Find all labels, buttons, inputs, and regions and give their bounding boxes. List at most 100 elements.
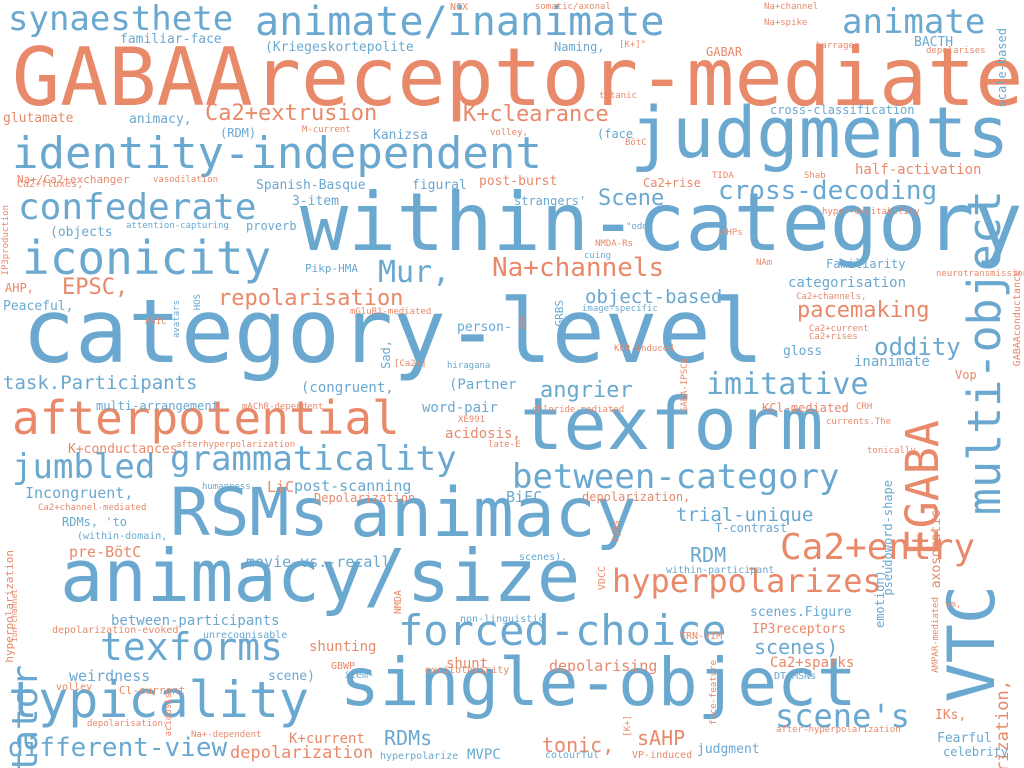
word-different-view: different-view bbox=[8, 733, 228, 763]
word-non-linguistic: non-linguistic bbox=[460, 614, 545, 625]
word-grbs: GRBS bbox=[553, 300, 566, 327]
word-tida: TIDA bbox=[712, 171, 734, 181]
word-depolarising: depolarising bbox=[549, 657, 658, 675]
word-vasodilation: vasodilation bbox=[153, 175, 219, 185]
word-nmda-rs: NMDA-Rs bbox=[595, 239, 633, 249]
word-rdm: (RDM) bbox=[220, 126, 257, 140]
word-volley: volley bbox=[56, 682, 93, 693]
word-sahp: sAHP bbox=[637, 726, 686, 750]
word-ca2-current: Ca2+current bbox=[809, 324, 869, 334]
word-multi-arrangement: multi-arrangement bbox=[96, 399, 219, 413]
word-kanizsa: Kanizsa bbox=[373, 128, 428, 143]
word-strangers: strangers' bbox=[514, 194, 587, 208]
word-angrier: angrier bbox=[540, 378, 633, 403]
word-asic: ASIC bbox=[145, 317, 167, 327]
word-chloride-mediated: chloride-mediated bbox=[532, 405, 625, 415]
word-gabaaconductance: GABAAconductance bbox=[1012, 270, 1023, 367]
word-na-dependent: Na+-dependent bbox=[191, 730, 262, 740]
word-depolarization-evoked: depolarization-evoked bbox=[52, 625, 179, 636]
word-k: [K+] bbox=[623, 715, 633, 737]
word-late-e: late-E bbox=[488, 440, 521, 450]
word-k: [K+]° bbox=[619, 40, 647, 50]
word-gbwp: GBWP bbox=[331, 661, 356, 672]
word-3-item: 3-item bbox=[292, 194, 339, 209]
word-partner: (Partner bbox=[449, 377, 517, 393]
word-shunt: shunt bbox=[446, 656, 489, 672]
word-mglur1-mediated: mGluR1-mediated bbox=[350, 307, 432, 317]
word-unrecognisable: unrecognisable bbox=[203, 630, 288, 641]
word-k-conductances: K+conductances bbox=[68, 442, 178, 457]
word-animacy-size: animacy/size bbox=[60, 534, 581, 618]
word-spanish-basque: Spanish-Basque bbox=[256, 178, 366, 193]
word-lic: LiC bbox=[267, 478, 295, 496]
word-within-participant: within-participant bbox=[666, 565, 775, 576]
word-identity-independent: identity-independent bbox=[12, 128, 542, 179]
word-scale-based: scale-based bbox=[995, 28, 1009, 108]
word-depolarisation: depolarisation, bbox=[87, 719, 169, 729]
word-ca2-rise: Ca2+rise bbox=[643, 176, 701, 190]
word-ca2: [Ca2+] bbox=[394, 359, 427, 369]
word-animacy: animacy, bbox=[129, 112, 192, 127]
word-afterpotential: afterpotential bbox=[12, 391, 400, 445]
word-item: item- bbox=[344, 670, 375, 681]
word-trial-unique: trial-unique bbox=[676, 504, 814, 526]
word-figural: figural bbox=[412, 178, 467, 193]
word-tetanic: tetanic bbox=[599, 91, 637, 101]
word-epsc: EPSC, bbox=[62, 275, 129, 300]
word-face-feature: face-feature bbox=[709, 660, 719, 726]
word-ca2-channels: Ca2+channels, bbox=[796, 292, 867, 302]
word-shab: Shab bbox=[804, 171, 826, 181]
word-naming: Naming, bbox=[554, 40, 605, 54]
word-post-burst: post-burst bbox=[479, 174, 558, 189]
word-iconicity: iconicity bbox=[22, 231, 272, 285]
word-familiarity: Familiarity bbox=[826, 257, 906, 271]
word-texforms: texforms bbox=[100, 625, 284, 669]
word-depolarises: depolarises bbox=[926, 46, 986, 56]
word-barrages: barrages bbox=[816, 41, 860, 51]
word-vop: Vop bbox=[955, 368, 977, 382]
word-currents-the: currents.The bbox=[826, 417, 892, 427]
word-k-current: K+current bbox=[289, 731, 365, 747]
word-ncx: NCX bbox=[450, 2, 469, 13]
word-ampar-mediated: AMPAR-mediated bbox=[931, 597, 941, 673]
word-ip3receptors: IP3receptors bbox=[752, 622, 846, 637]
word-gabar: GABAR bbox=[706, 45, 743, 59]
word-ca2-extrusion: Ca2+extrusion bbox=[205, 101, 378, 126]
word-repolarisation: repolarisation bbox=[218, 286, 404, 311]
word-cuing: cuing bbox=[584, 251, 612, 261]
word-scenes: scenes). bbox=[519, 552, 568, 563]
word-celebrity: celebrity bbox=[943, 745, 1009, 759]
word-k-clearance: K+clearance bbox=[463, 102, 609, 127]
word-between-participants: between-participants bbox=[111, 613, 280, 629]
word-na-channel: Na+channel bbox=[764, 2, 819, 12]
word-pre-b-tc: pre-BötC bbox=[69, 543, 142, 561]
word-ip3production: IP3production bbox=[1, 205, 11, 276]
word-oddity: oddity bbox=[874, 333, 961, 361]
word-category-level: category-level bbox=[22, 280, 764, 383]
word-fearful: Fearful bbox=[937, 731, 992, 746]
word-tonically: tonically bbox=[867, 446, 916, 456]
word-scenes-figure: scenes.Figure bbox=[750, 605, 852, 620]
word-forced-choice: forced-choice bbox=[398, 606, 727, 655]
word-categorisation: categorisation bbox=[788, 275, 907, 291]
word-vdcc: VDCC bbox=[597, 566, 608, 591]
word-vm: vm, bbox=[945, 600, 962, 610]
word-half-activation: half-activation bbox=[855, 162, 982, 178]
word-mvpc: MVPC bbox=[467, 747, 501, 763]
word-cross-classification: cross-classification bbox=[770, 103, 915, 117]
word-colourful: colourful bbox=[545, 750, 600, 761]
word-within-domain: (within-domain, bbox=[77, 531, 168, 542]
word-movie-vs-recall: movie-vs.-recall bbox=[246, 553, 391, 571]
word-synaesthete: synaesthete bbox=[8, 0, 234, 39]
word-task-participants: task.Participants bbox=[3, 372, 198, 394]
word-animate: animate bbox=[842, 2, 986, 42]
word-single-object: single-object bbox=[340, 644, 857, 721]
word-familiar-face: familiar-face bbox=[120, 32, 222, 47]
word-dt-msns: DT-MSNs bbox=[774, 671, 817, 682]
word-objects: (objects bbox=[50, 225, 113, 240]
word-hyperpolarize: hyperpolarize bbox=[380, 751, 459, 762]
word-face: (face bbox=[597, 127, 634, 141]
word-hyperpolarizes: hyperpolarizes bbox=[612, 562, 882, 600]
word-nam: NAm bbox=[756, 258, 773, 268]
word-gloss: gloss bbox=[783, 344, 823, 359]
